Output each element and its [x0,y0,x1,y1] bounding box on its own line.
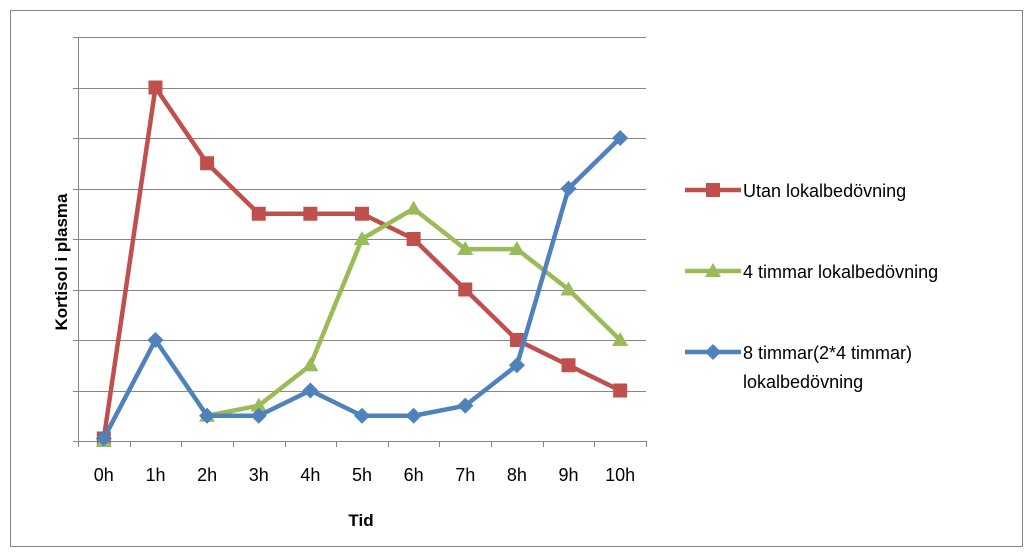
plot-area: 0h 1h 2h 3h 4h 5h 6h 7h 8h 9h 10h [73,37,647,485]
x-tick-label: 9h [559,465,579,485]
y-axis-title: Kortisol i plasma [52,193,71,331]
data-point [704,262,722,277]
x-tick-label: 8h [507,465,527,485]
data-point [250,397,267,412]
legend-item: Utan lokalbedövning [685,181,906,201]
x-tick-label: 0h [94,465,114,485]
data-point [509,333,524,347]
legend-label: lokalbedövning [743,372,863,392]
data-point [353,230,371,245]
data-point [704,343,722,361]
data-point [199,407,216,424]
series-2 [95,200,629,447]
x-tick-label: 4h [300,465,320,485]
data-point [458,282,473,297]
axes [73,37,647,447]
data-point [200,156,215,171]
data-point [560,281,577,296]
data-point [560,180,577,197]
x-tick-labels: 0h 1h 2h 3h 4h 5h 6h 7h 8h 9h 10h [94,465,635,485]
series-3 [95,129,629,447]
data-point [303,206,318,221]
data-point [613,383,628,398]
legend: Utan lokalbedövning 4 timmar lokalbedövni… [685,181,938,392]
data-point [95,430,112,447]
data-point [405,407,422,424]
data-point [148,80,163,95]
data-point [457,397,474,414]
x-tick-label: 6h [404,465,424,485]
data-point [406,232,421,246]
data-point [250,407,267,424]
legend-label: Utan lokalbedövning [743,181,906,201]
x-tick-label: 5h [352,465,372,485]
data-point [508,357,525,374]
legend-label: 8 timmar(2*4 timmar) [743,343,912,363]
data-point [612,331,629,346]
legend-label: 4 timmar lokalbedövning [743,262,938,282]
x-tick-label: 1h [145,465,165,485]
data-point [612,129,629,147]
data-point [302,357,319,372]
data-point [706,183,720,197]
legend-item: 8 timmar(2*4 timmar) lokalbedövning [685,343,912,392]
data-point [147,331,164,349]
x-tick-label: 10h [605,465,635,485]
x-tick-label: 3h [249,465,269,485]
data-point [457,241,474,256]
data-point [353,407,371,424]
data-point [355,206,369,221]
gridlines [78,37,646,392]
x-axis-title: Tid [348,511,373,530]
data-point [405,200,422,215]
x-tick-label: 2h [197,465,217,485]
chart-border [10,10,1023,547]
data-point [302,382,319,399]
data-point [251,206,266,221]
series-layer [95,80,629,447]
data-point [508,241,525,256]
legend-item: 4 timmar lokalbedövning [685,262,938,282]
x-tick-label: 7h [455,465,475,485]
data-point [561,358,576,373]
